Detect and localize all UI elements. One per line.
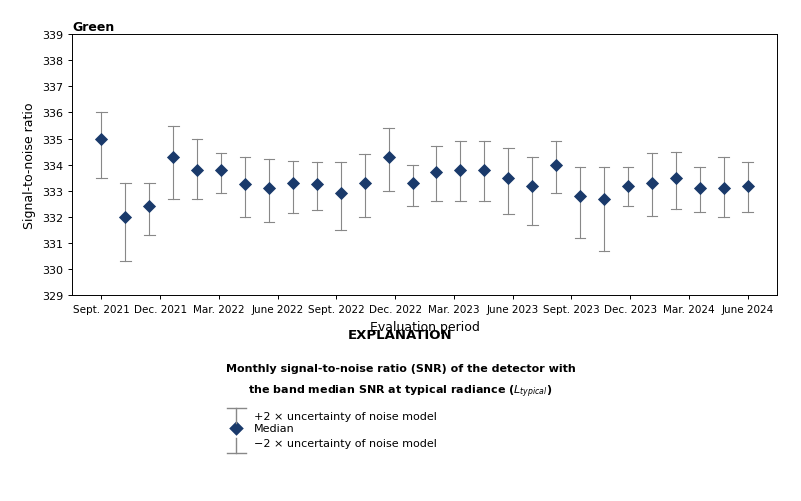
Point xyxy=(741,182,754,190)
Point xyxy=(191,166,203,174)
Text: EXPLANATION: EXPLANATION xyxy=(348,328,453,341)
Point xyxy=(598,195,610,203)
Point xyxy=(334,190,347,198)
Point xyxy=(574,192,586,200)
Point xyxy=(263,185,276,193)
Point xyxy=(430,169,443,177)
Point xyxy=(215,166,227,174)
Point xyxy=(717,185,730,193)
Point xyxy=(382,153,395,161)
Point xyxy=(454,166,467,174)
Point xyxy=(239,181,252,189)
Point xyxy=(670,174,682,182)
Point xyxy=(143,203,155,211)
X-axis label: Evaluation period: Evaluation period xyxy=(369,320,480,333)
Point xyxy=(358,179,371,187)
Text: the band median SNR at typical radiance ($\mathit{L}_{\mathit{typical}}$): the band median SNR at typical radiance … xyxy=(248,383,553,400)
Point xyxy=(549,161,562,169)
Point xyxy=(478,166,491,174)
Point xyxy=(119,213,132,221)
Point xyxy=(95,135,108,143)
Text: −2 × uncertainty of noise model: −2 × uncertainty of noise model xyxy=(254,438,437,448)
Text: +2 × uncertainty of noise model: +2 × uncertainty of noise model xyxy=(254,411,437,421)
Point xyxy=(694,185,706,193)
Point xyxy=(502,174,515,182)
Point xyxy=(287,179,300,187)
Point xyxy=(646,179,658,187)
Point xyxy=(525,182,538,190)
Y-axis label: Signal-to-noise ratio: Signal-to-noise ratio xyxy=(23,102,36,228)
Text: Monthly signal-to-noise ratio (SNR) of the detector with: Monthly signal-to-noise ratio (SNR) of t… xyxy=(226,363,575,373)
Point xyxy=(406,179,419,187)
Text: Median: Median xyxy=(254,423,295,433)
Point xyxy=(311,181,324,189)
Point xyxy=(167,153,179,161)
Point xyxy=(230,424,243,432)
Point xyxy=(622,182,634,190)
Text: Green: Green xyxy=(72,21,115,34)
